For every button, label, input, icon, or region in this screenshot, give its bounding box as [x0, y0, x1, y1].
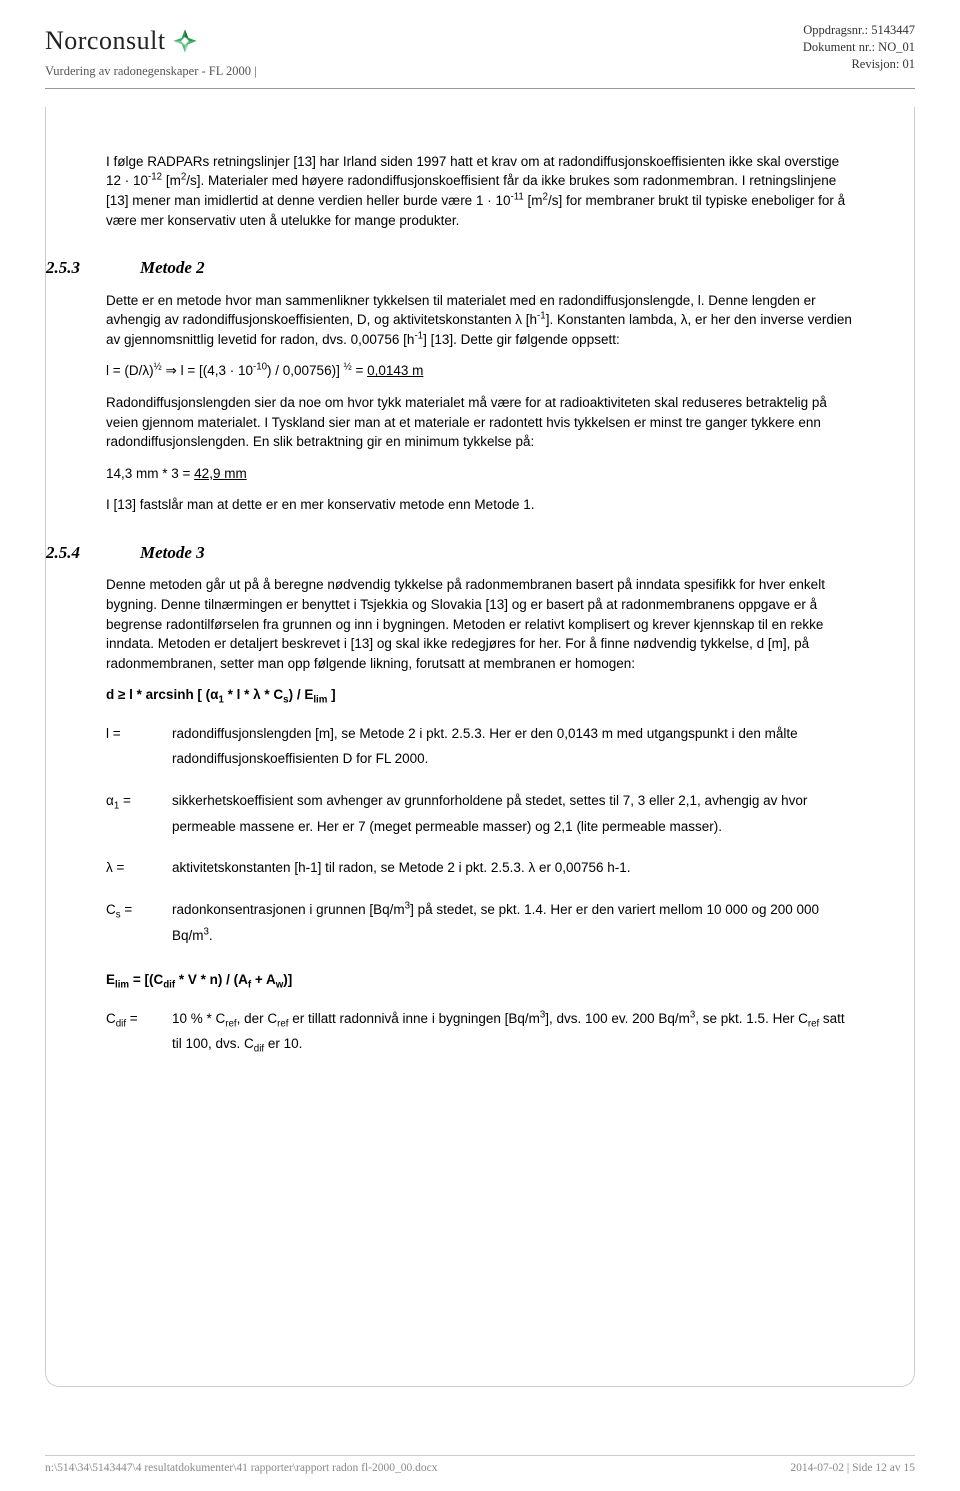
sec253-p3: I [13] fastslår man at dette er en mer k… [106, 495, 854, 515]
page-footer: n:\514\34\5143447\4 resultatdokumenter\4… [45, 1455, 915, 1477]
meta-oppdrag: Oppdragsnr.: 5143447 [803, 22, 915, 39]
section-heading-254: 2.5.4 Metode 3 [46, 541, 854, 566]
meta-revisjon: Revisjon: 01 [803, 56, 915, 73]
intro-paragraph: I følge RADPARs retningslinjer [13] har … [106, 152, 854, 230]
page-body: I følge RADPARs retningslinjer [13] har … [45, 107, 915, 1387]
page-header: Norconsult Vurdering av radonegenskaper … [45, 22, 915, 80]
company-logo-text: Norconsult [45, 22, 166, 60]
definitions-list: l = radondiffusjonslengden [m], se Metod… [106, 721, 854, 948]
sec254-p1: Denne metoden går ut på å beregne nødven… [106, 575, 854, 673]
def-symbol: λ = [106, 855, 154, 881]
def-text: 10 % * Cref, der Cref er tillatt radonni… [172, 1006, 854, 1057]
def-symbol: Cs = [106, 897, 154, 948]
def-row: α1 = sikkerhetskoeffisient som avhenger … [106, 788, 854, 839]
sec253-eq1: l = (D/λ)½ ⇒ l = [(4,3 · 10-10) / 0,0075… [106, 361, 854, 381]
def-row-cdif: Cdif = 10 % * Cref, der Cref er tillatt … [106, 1006, 854, 1057]
section-number: 2.5.4 [46, 541, 106, 566]
def-symbol: α1 = [106, 788, 154, 839]
sec253-eq2: 14,3 mm * 3 = 42,9 mm [106, 464, 854, 484]
logo-block: Norconsult Vurdering av radonegenskaper … [45, 22, 257, 80]
section-heading-253: 2.5.3 Metode 2 [46, 256, 854, 281]
def-text: aktivitetskonstanten [h-1] til radon, se… [172, 855, 854, 881]
def-text: sikkerhetskoeffisient som avhenger av gr… [172, 788, 854, 839]
sec253-p1: Dette er en metode hvor man sammenlikner… [106, 291, 854, 350]
sec254-formula: d ≥ l * arcsinh [ (α1 * l * λ * Cs) / El… [106, 685, 854, 705]
doc-subtitle: Vurdering av radonegenskaper - FL 2000 | [45, 62, 257, 80]
doc-meta: Oppdragsnr.: 5143447 Dokument nr.: NO_01… [803, 22, 915, 73]
def-text: radonkonsentrasjonen i grunnen [Bq/m3] p… [172, 897, 854, 948]
header-rule [45, 88, 915, 89]
def-symbol: l = [106, 721, 154, 772]
footer-page: 2014-07-02 | Side 12 av 15 [790, 1460, 915, 1477]
compass-icon [172, 28, 198, 54]
meta-dokument: Dokument nr.: NO_01 [803, 39, 915, 56]
section-title: Metode 2 [140, 256, 205, 281]
footer-path: n:\514\34\5143447\4 resultatdokumenter\4… [45, 1460, 438, 1477]
section-title: Metode 3 [140, 541, 205, 566]
def-row: λ = aktivitetskonstanten [h-1] til radon… [106, 855, 854, 881]
section-number: 2.5.3 [46, 256, 106, 281]
def-symbol: Cdif = [106, 1006, 154, 1057]
sec254-formula2: Elim = [(Cdif * V * n) / (Af + Aw)] [106, 970, 854, 990]
def-row: Cs = radonkonsentrasjonen i grunnen [Bq/… [106, 897, 854, 948]
def-row: l = radondiffusjonslengden [m], se Metod… [106, 721, 854, 772]
sec253-p2: Radondiffusjonslengden sier da noe om hv… [106, 393, 854, 452]
def-text: radondiffusjonslengden [m], se Metode 2 … [172, 721, 854, 772]
